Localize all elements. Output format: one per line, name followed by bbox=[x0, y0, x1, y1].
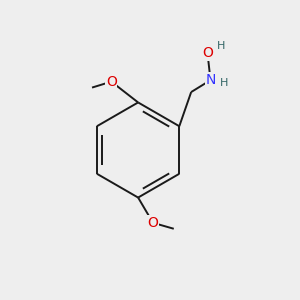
Text: O: O bbox=[202, 46, 213, 60]
Text: H: H bbox=[217, 41, 225, 51]
Text: N: N bbox=[205, 73, 216, 87]
Text: O: O bbox=[148, 216, 158, 230]
Text: H: H bbox=[220, 78, 228, 88]
Text: O: O bbox=[106, 75, 117, 88]
